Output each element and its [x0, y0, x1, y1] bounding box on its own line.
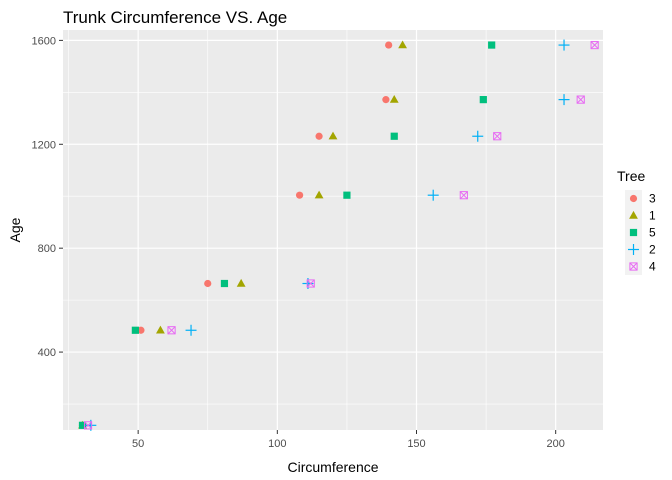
- data-point-series-1: [328, 131, 338, 140]
- chart-title: Trunk Circumference VS. Age: [63, 8, 287, 27]
- data-point-series-5: [78, 421, 87, 429]
- grid-lines: [63, 30, 603, 430]
- data-point-series-1: [389, 95, 399, 103]
- legend-key-3: [629, 194, 638, 203]
- legend-title: Tree: [617, 168, 645, 184]
- data-points: [78, 39, 599, 431]
- data-point-series-2: [472, 130, 484, 142]
- legend-key-5: [629, 228, 638, 237]
- data-point-series-1: [156, 325, 165, 334]
- data-point-series-4: [83, 421, 93, 430]
- data-point-series-2: [558, 94, 570, 106]
- legend-label: 1: [649, 209, 656, 223]
- y-tick-label: 800: [38, 243, 56, 255]
- data-point-series-1: [314, 190, 324, 199]
- data-point-series-4: [459, 191, 468, 200]
- y-tick-label: 1200: [32, 139, 56, 151]
- y-tick-label: 1600: [32, 35, 56, 47]
- y-axis-ticks: 400 800 1200 1600: [32, 35, 63, 359]
- data-point-series-1: [398, 40, 407, 49]
- legend-label: 2: [649, 243, 656, 257]
- data-point-series-3: [382, 96, 390, 104]
- legend-key-2: [628, 244, 639, 255]
- x-axis-title: Circumference: [287, 459, 378, 475]
- data-point-series-4: [167, 326, 176, 335]
- legend-key-4: [629, 262, 638, 271]
- data-point-series-5: [488, 41, 496, 49]
- data-point-series-3: [295, 191, 304, 199]
- legend-label: 3: [649, 192, 656, 206]
- data-point-series-2: [427, 189, 439, 201]
- legend: Tree 3 1 5 2 4: [617, 168, 656, 275]
- data-point-series-5: [343, 191, 351, 199]
- data-point-series-4: [590, 40, 599, 50]
- legend-label: 4: [649, 260, 656, 274]
- data-point-series-3: [385, 41, 393, 49]
- data-point-series-2: [558, 39, 570, 51]
- legend-label: 5: [649, 226, 656, 240]
- x-tick-label: 150: [407, 438, 425, 450]
- x-tick-label: 200: [547, 438, 565, 450]
- data-point-series-5: [131, 326, 139, 334]
- data-point-series-4: [493, 132, 502, 141]
- data-point-series-5: [479, 96, 487, 104]
- x-axis-ticks: 50 100 150 200: [132, 430, 565, 450]
- y-axis-title: Age: [7, 217, 23, 242]
- data-point-series-3: [204, 279, 212, 288]
- data-point-series-5: [220, 279, 229, 288]
- data-point-series-5: [390, 132, 398, 140]
- legend-key-1: [629, 210, 638, 219]
- y-tick-label: 400: [38, 347, 56, 359]
- data-point-series-1: [236, 278, 246, 287]
- x-tick-label: 50: [132, 438, 144, 450]
- data-point-series-4: [306, 279, 315, 288]
- data-point-series-2: [185, 324, 197, 336]
- data-point-series-3: [315, 132, 323, 140]
- data-point-series-4: [576, 95, 585, 104]
- x-tick-label: 100: [268, 438, 286, 450]
- data-point-series-3: [137, 326, 145, 334]
- plot-panel: [63, 30, 603, 430]
